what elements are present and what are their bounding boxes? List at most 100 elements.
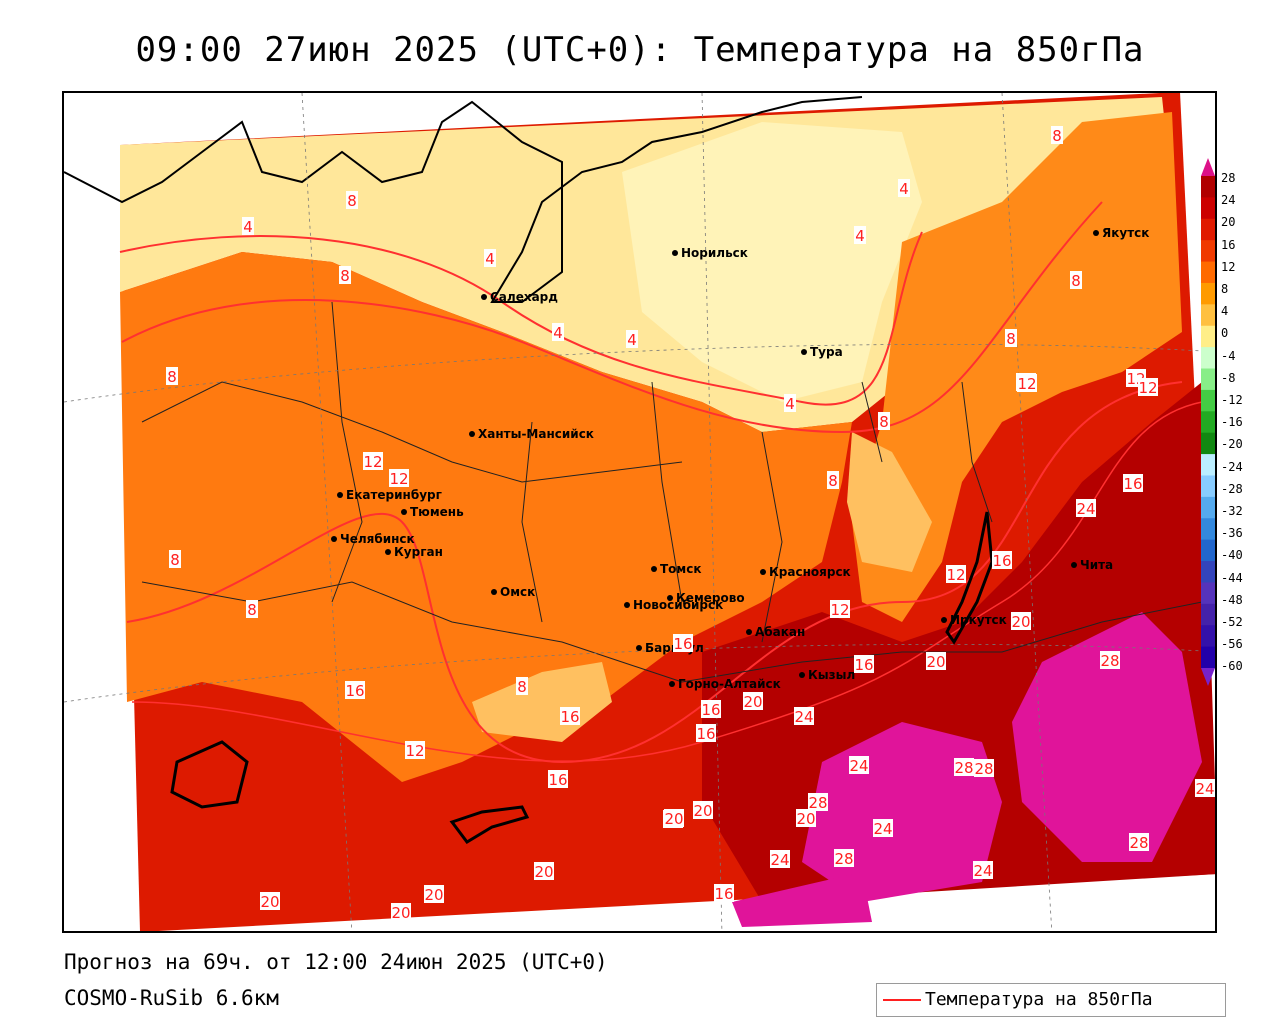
colorbar-tick-label: -4 (1221, 348, 1236, 363)
city-dot (469, 431, 475, 437)
legend-line-swatch (883, 999, 921, 1001)
city-dot (337, 492, 343, 498)
field-orange-west (120, 252, 852, 782)
colorbar-segment (1201, 347, 1215, 370)
svg-text:8: 8 (347, 192, 357, 210)
svg-text:20: 20 (664, 810, 683, 828)
city-name: Челябинск (340, 532, 415, 546)
city-marker: Абакан (746, 625, 805, 639)
svg-text:12: 12 (1138, 379, 1157, 397)
city-marker: Красноярск (760, 565, 851, 579)
city-marker: Барнаул (636, 641, 704, 655)
svg-text:24: 24 (794, 708, 813, 726)
svg-text:20: 20 (743, 693, 762, 711)
colorbar-segment (1201, 539, 1215, 562)
temperature-map: Норильск Якутск Салехард Тура Ханты-Мансийск… (64, 93, 1215, 931)
colorbar-segment (1201, 176, 1215, 198)
city-name: Тюмень (410, 505, 464, 519)
contour-value-label: 16 (560, 707, 580, 726)
city-dot (636, 645, 642, 651)
colorbar-segment (1201, 325, 1215, 348)
contour-value-label: 24 (770, 850, 790, 869)
svg-text:8: 8 (828, 472, 838, 490)
city-name: Горно-Алтайск (678, 677, 781, 691)
colorbar-tick-label: 16 (1221, 237, 1236, 252)
colorbar (1201, 158, 1215, 686)
baikal-lake (945, 511, 994, 645)
contour-value-label: 24 (1076, 499, 1096, 518)
contour-value-label: 20 (926, 652, 946, 671)
lake-balkhash (449, 805, 530, 844)
contour-value-label: 20 (391, 903, 411, 922)
isotherm-8 (121, 201, 1103, 434)
svg-text:16: 16 (1123, 475, 1142, 493)
city-name: Ханты-Мансийск (478, 427, 594, 441)
city-marker: Норильск (672, 246, 748, 260)
svg-text:20: 20 (534, 863, 553, 881)
colorbar-tick-label: -24 (1221, 459, 1243, 474)
svg-text:28: 28 (1129, 834, 1148, 852)
colorbar-segment (1201, 454, 1215, 476)
colorbar-segment (1201, 389, 1215, 412)
city-marker: Иркутск (941, 613, 1007, 627)
svg-text:4: 4 (785, 395, 795, 413)
colorbar-segment (1201, 240, 1215, 263)
svg-text:4: 4 (485, 250, 495, 268)
colorbar-top-arrow (1201, 158, 1215, 176)
city-name: Иркутск (950, 613, 1007, 627)
colorbar-segment (1201, 496, 1215, 519)
colorbar-tick-label: -28 (1221, 481, 1243, 496)
contour-value-label: 8 (516, 677, 528, 696)
colorbar-tick-label: 0 (1221, 326, 1229, 341)
contour-value-label: 16 (345, 681, 365, 700)
city-marker: Горно-Алтайск (669, 677, 781, 691)
colorbar-segment (1201, 304, 1215, 327)
model-info: COSMO-RuSib 6.6км (64, 986, 279, 1010)
city-dot (1093, 230, 1099, 236)
colorbar-segment (1201, 368, 1215, 391)
isotherm-4 (119, 231, 923, 406)
contour-value-label: 4 (242, 217, 254, 236)
map-area[interactable]: Норильск Якутск Салехард Тура Ханты-Мансийск… (62, 91, 1217, 933)
contour-value-label: 4 (552, 323, 564, 342)
contour-value-label: 24 (794, 707, 814, 726)
svg-text:28: 28 (808, 794, 827, 812)
contour-value-label: 20 (796, 809, 816, 828)
colorbar-tick-label: -60 (1221, 659, 1243, 674)
field-magenta-1 (1012, 612, 1202, 862)
city-dot (941, 617, 947, 623)
svg-text:24: 24 (849, 757, 868, 775)
svg-text:8: 8 (517, 678, 527, 696)
colorbar-segment (1201, 561, 1215, 583)
svg-text:16: 16 (714, 885, 733, 903)
contour-value-label: 8 (1070, 271, 1082, 290)
svg-text:20: 20 (796, 810, 815, 828)
city-name: Абакан (755, 625, 805, 639)
city-marker: Новосибирск (624, 598, 723, 612)
colorbar-segment (1201, 432, 1215, 455)
contour-value-label: 16 (696, 724, 716, 743)
contour-value-label: 16 (714, 884, 734, 903)
city-dot (801, 349, 807, 355)
colorbar-segment (1201, 282, 1215, 305)
colorbar-tick-label: 4 (1221, 304, 1229, 319)
contour-value-label: 12 (830, 600, 850, 619)
contour-value-label: 20 (693, 801, 713, 820)
colorbar-tick-label: -52 (1221, 615, 1243, 629)
svg-text:16: 16 (345, 682, 364, 700)
city-name: Якутск (1102, 226, 1149, 240)
svg-text:12: 12 (405, 742, 424, 760)
city-name: Чита (1080, 558, 1113, 572)
city-name: Салехард (490, 290, 558, 304)
city-dot (491, 589, 497, 595)
city-dot (1071, 562, 1077, 568)
colorbar-tick-label: -32 (1221, 504, 1243, 518)
contour-value-label: 28 (834, 849, 854, 868)
colorbar-segment (1201, 646, 1215, 669)
forecast-info: Прогноз на 69ч. от 12:00 24июн 2025 (UTC… (64, 950, 608, 974)
colorbar-tick-label: 24 (1221, 193, 1236, 208)
contour-value-label: 8 (827, 471, 839, 490)
city-name: Омск (500, 585, 535, 599)
colorbar-bottom-arrow (1201, 668, 1215, 686)
contour-value-label: 24 (849, 756, 869, 775)
